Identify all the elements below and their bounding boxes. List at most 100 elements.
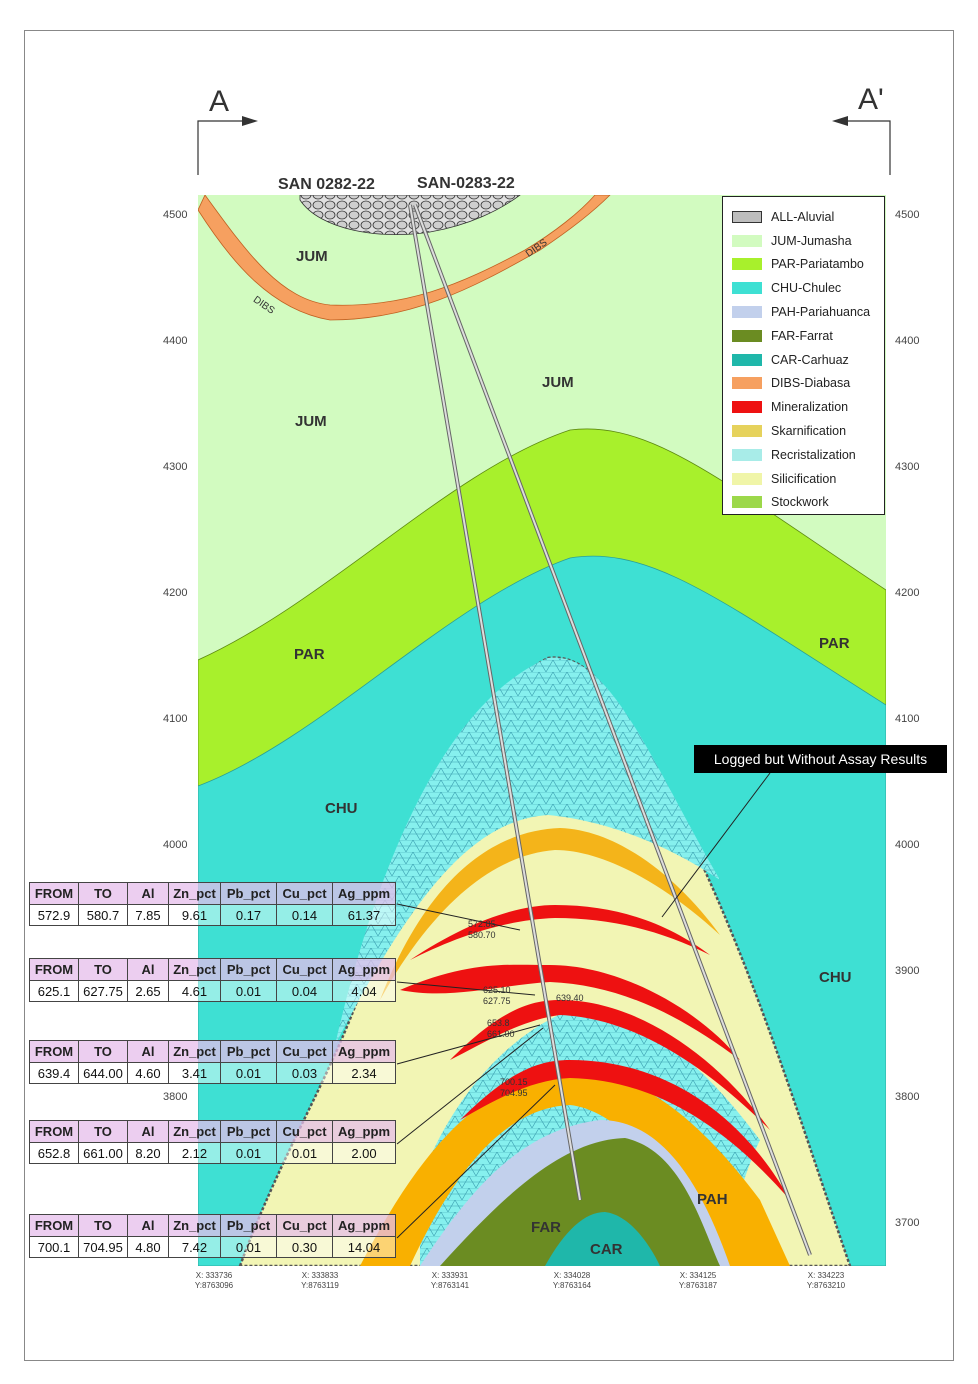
elevation-tick-left: 4100 xyxy=(163,713,188,725)
elevation-tick-right: 4100 xyxy=(895,713,920,725)
elevation-tick-left: 4500 xyxy=(163,209,188,221)
assay-header: FROM xyxy=(29,882,79,905)
figure-frame xyxy=(24,30,954,1361)
assay-cell: 2.12 xyxy=(168,1142,221,1164)
assay-header: TO xyxy=(78,958,128,981)
legend-item: Stockwork xyxy=(732,491,884,515)
elevation-tick-right: 3900 xyxy=(895,965,920,977)
coordinate-label: X: 333736 Y:8763096 xyxy=(194,1271,234,1290)
assay-header: Zn_pct xyxy=(168,1040,221,1063)
legend-label: Skarnification xyxy=(771,424,847,439)
assay-header: Cu_pct xyxy=(276,1214,333,1237)
legend-item: FAR-Farrat xyxy=(732,324,884,348)
assay-cell: 61.37 xyxy=(332,904,396,926)
unit-label-par: PAR xyxy=(294,646,325,663)
legend-swatch xyxy=(732,472,762,485)
assay-cell: 4.60 xyxy=(127,1062,169,1084)
assay-cell: 2.00 xyxy=(332,1142,396,1164)
elevation-tick-right: 3800 xyxy=(895,1091,920,1103)
assay-header: Al xyxy=(127,1214,169,1237)
assay-header: Zn_pct xyxy=(168,1120,221,1143)
assay-header: Pb_pct xyxy=(220,958,277,981)
assay-header: Ag_ppm xyxy=(332,882,396,905)
assay-cell: 0.01 xyxy=(220,1236,277,1258)
assay-cell: 639.4 xyxy=(29,1062,79,1084)
legend-label: FAR-Farrat xyxy=(771,328,833,343)
coordinate-label: X: 333833 Y:8763119 xyxy=(301,1271,339,1290)
assay-header: TO xyxy=(78,882,128,905)
unit-label-pah: PAH xyxy=(697,1191,728,1208)
legend-item: Skarnification xyxy=(732,419,884,443)
unit-label-par: PAR xyxy=(819,635,850,652)
assay-cell: 3.41 xyxy=(168,1062,221,1084)
assay-header: Al xyxy=(127,1040,169,1063)
legend-label: CHU-Chulec xyxy=(771,281,842,296)
assay-header: Cu_pct xyxy=(276,958,333,981)
assay-header: Cu_pct xyxy=(276,882,333,905)
elevation-tick-left: 4400 xyxy=(163,335,188,347)
legend-item: PAR-Pariatambo xyxy=(732,253,884,277)
interval-label: 700.15 704.95 xyxy=(500,1077,528,1098)
interval-label: 653.8 661.00 xyxy=(487,1018,515,1039)
assay-cell: 0.01 xyxy=(276,1142,333,1164)
coordinate-label: X: 334223 Y:8763210 xyxy=(806,1271,846,1290)
legend-swatch xyxy=(732,234,762,247)
assay-cell: 4.61 xyxy=(168,980,221,1002)
assay-header: Al xyxy=(127,882,169,905)
legend-swatch xyxy=(732,210,762,223)
legend: ALL-Aluvial JUM-Jumasha PAR-Pariatambo CHU-… xyxy=(722,196,885,515)
assay-cell: 627.75 xyxy=(78,980,128,1002)
assay-cell: 4.04 xyxy=(332,980,396,1002)
legend-item: PAH-Pariahuanca xyxy=(732,300,884,324)
section-start-label: A xyxy=(209,85,230,118)
legend-item: CHU-Chulec xyxy=(732,276,884,300)
assay-header: Zn_pct xyxy=(168,1214,221,1237)
drillhole-label: SAN-0283-22 xyxy=(417,175,515,192)
assay-cell: 704.95 xyxy=(78,1236,128,1258)
unit-label-jum: JUM xyxy=(542,374,574,391)
assay-cell: 0.04 xyxy=(276,980,333,1002)
unit-label-far: FAR xyxy=(531,1219,561,1236)
elevation-tick-left: 4200 xyxy=(163,587,188,599)
assay-header: Pb_pct xyxy=(220,1214,277,1237)
unit-label-chu: CHU xyxy=(819,969,852,986)
unit-label-jum: JUM xyxy=(295,413,327,430)
assay-header: FROM xyxy=(29,1214,79,1237)
logged-callout: Logged but Without Assay Results xyxy=(694,745,947,773)
legend-item: Silicification xyxy=(732,467,884,491)
coordinate-label: X: 334028 Y:8763164 xyxy=(552,1271,592,1290)
legend-swatch xyxy=(732,377,762,390)
assay-cell: 0.03 xyxy=(276,1062,333,1084)
assay-header: Pb_pct xyxy=(220,882,277,905)
elevation-tick-right: 4400 xyxy=(895,335,920,347)
assay-cell: 0.14 xyxy=(276,904,333,926)
legend-label: PAR-Pariatambo xyxy=(771,257,864,272)
assay-cell: 580.7 xyxy=(78,904,128,926)
assay-cell: 7.42 xyxy=(168,1236,221,1258)
legend-label: Recristalization xyxy=(771,447,856,462)
assay-header: Ag_ppm xyxy=(332,1040,396,1063)
assay-header: FROM xyxy=(29,958,79,981)
legend-swatch xyxy=(732,496,762,509)
legend-item: ALL-Aluvial xyxy=(732,205,884,229)
assay-header: Ag_ppm xyxy=(332,1120,396,1143)
assay-table: FROM TO Al Zn_pct Pb_pct Cu_pct Ag_ppm 572.9 580… xyxy=(29,882,396,926)
legend-label: DIBS-Diabasa xyxy=(771,376,851,391)
legend-swatch xyxy=(732,306,762,319)
legend-swatch xyxy=(732,401,762,414)
assay-header: Al xyxy=(127,958,169,981)
elevation-tick-right: 3700 xyxy=(895,1217,920,1229)
interval-label: 572.85 580.70 xyxy=(468,919,496,940)
assay-table: FROM TO Al Zn_pct Pb_pct Cu_pct Ag_ppm 625.1 627… xyxy=(29,958,396,1002)
section-end-label: A' xyxy=(858,83,884,116)
legend-label: CAR-Carhuaz xyxy=(771,352,849,367)
coordinate-label: X: 333931 Y:8763141 xyxy=(430,1271,470,1290)
legend-label: ALL-Aluvial xyxy=(771,209,835,224)
legend-label: PAH-Pariahuanca xyxy=(771,305,871,320)
elevation-tick-right: 4200 xyxy=(895,587,920,599)
assay-header: Ag_ppm xyxy=(332,958,396,981)
assay-header: Ag_ppm xyxy=(332,1214,396,1237)
elevation-tick-left: 4000 xyxy=(163,839,188,851)
assay-header: Cu_pct xyxy=(276,1120,333,1143)
interval-label: 625.10 627.75 xyxy=(483,985,511,1006)
